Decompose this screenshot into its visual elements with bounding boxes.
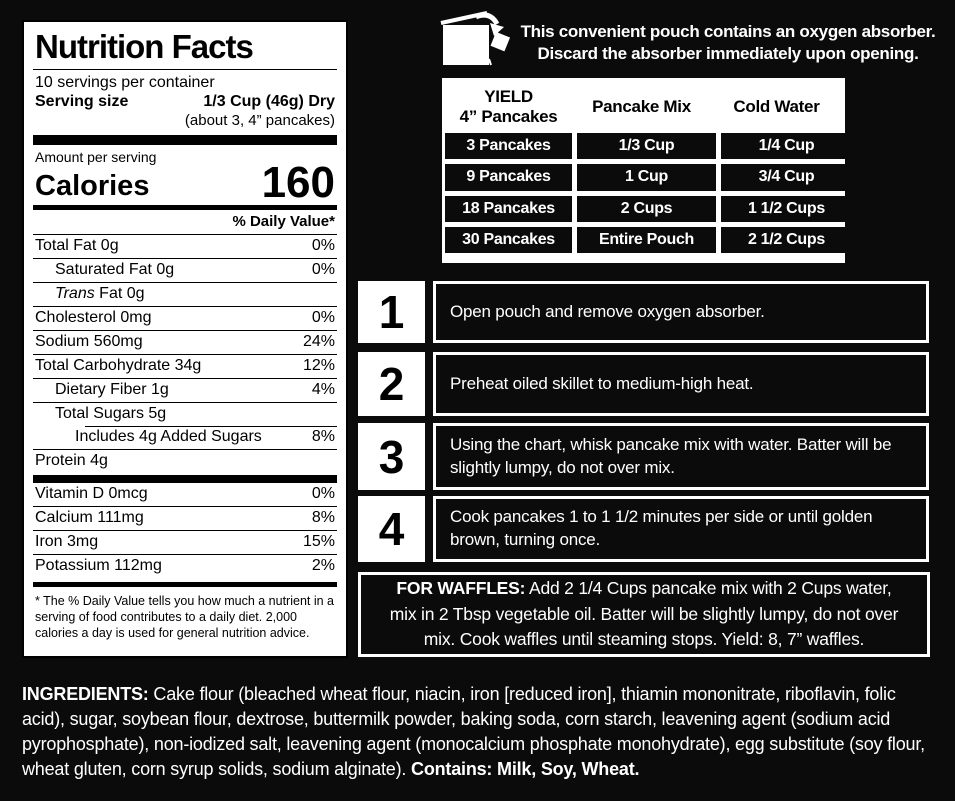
oxygen-absorber-pouch-icon — [440, 9, 514, 69]
table-row: 9 Pancakes 1 Cup 3/4 Cup — [445, 164, 852, 191]
nutrient-row-total-carbohydrate: Total Carbohydrate 34g 12% — [33, 354, 337, 378]
table-row: 3 Pancakes 1/3 Cup 1/4 Cup — [445, 133, 852, 160]
vitamin-row-vitamin-d: Vitamin D 0mcg 0% — [35, 485, 335, 503]
instruction-step-2: 2 Preheat oiled skillet to medium-high h… — [358, 352, 929, 416]
calories-label: Calories — [35, 170, 150, 203]
divider-medium — [33, 205, 337, 211]
step-text: Preheat oiled skillet to medium-high hea… — [433, 352, 929, 416]
step-text: Using the chart, whisk pancake mix with … — [433, 423, 929, 490]
yield-table-body: 3 Pancakes 1/3 Cup 1/4 Cup 9 Pancakes 1 … — [445, 133, 852, 253]
table-row: 30 Pancakes Entire Pouch 2 1/2 Cups — [445, 226, 852, 253]
waffles-text: Add 2 1/4 Cups pancake mix with 2 Cups w… — [389, 578, 899, 650]
instruction-step-4: 4 Cook pancakes 1 to 1 1/2 minutes per s… — [358, 496, 929, 562]
nutrient-row-saturated-fat: Saturated Fat 0g 0% — [33, 258, 337, 282]
step-number: 4 — [358, 496, 425, 562]
nutrient-row-cholesterol: Cholesterol 0mg 0% — [33, 306, 337, 330]
header-pancake-mix: Pancake Mix — [592, 97, 691, 116]
notice-line-2: Discard the absorber immediately upon op… — [537, 44, 919, 63]
daily-value-footnote: * The % Daily Value tells you how much a… — [35, 594, 334, 641]
vitamin-row-calcium: Calcium 111mg 8% — [33, 506, 337, 530]
nutrient-row-trans-fat: Trans Fat 0g — [33, 282, 337, 306]
daily-value-header: % Daily Value* — [232, 213, 335, 231]
yield-table: YIELD 4” Pancakes Pancake Mix Cold Water… — [442, 78, 852, 263]
yield-table-header: YIELD 4” Pancakes Pancake Mix Cold Water — [445, 81, 842, 133]
step-number: 2 — [358, 352, 425, 416]
servings-per-container: 10 servings per container — [35, 74, 215, 91]
instruction-step-1: 1 Open pouch and remove oxygen absorber. — [358, 281, 929, 343]
waffles-label: FOR WAFFLES: — [396, 578, 526, 599]
ingredients-statement: INGREDIENTS: Cake flour (bleached wheat … — [22, 682, 943, 782]
header-cold-water: Cold Water — [733, 97, 820, 116]
nutrient-row-protein: Protein 4g — [33, 449, 337, 473]
header-yield: YIELD 4” Pancakes — [459, 87, 558, 126]
contains-statement: Contains: Milk, Soy, Wheat. — [411, 759, 640, 779]
nutrient-row-dietary-fiber: Dietary Fiber 1g 4% — [33, 378, 337, 402]
step-number: 3 — [358, 423, 425, 490]
nutrition-facts-title: Nutrition Facts — [35, 28, 254, 65]
serving-size-note: (about 3, 4” pancakes) — [184, 112, 335, 129]
nutrition-facts-panel: Nutrition Facts 10 servings per containe… — [22, 20, 348, 658]
instruction-step-3: 3 Using the chart, whisk pancake mix wit… — [358, 423, 929, 490]
notice-line-1: This convenient pouch contains an oxygen… — [520, 22, 936, 41]
calories-value: 160 — [261, 158, 335, 207]
divider-thick — [33, 135, 337, 145]
nutrient-row-total-fat: Total Fat 0g 0% — [33, 234, 337, 258]
step-number: 1 — [358, 281, 425, 343]
table-row: 18 Pancakes 2 Cups 1 1/2 Cups — [445, 195, 852, 222]
ingredients-text: Cake flour (bleached wheat flour, niacin… — [22, 684, 925, 779]
serving-size-value: 1/3 Cup (46g) Dry — [203, 93, 335, 110]
divider — [33, 69, 337, 70]
divider-medium — [33, 582, 337, 588]
vitamin-row-iron: Iron 3mg 15% — [33, 530, 337, 554]
oxygen-absorber-notice: This convenient pouch contains an oxygen… — [514, 21, 942, 65]
serving-size-label: Serving size — [35, 93, 129, 110]
step-text: Cook pancakes 1 to 1 1/2 minutes per sid… — [433, 496, 929, 562]
step-text: Open pouch and remove oxygen absorber. — [433, 281, 929, 343]
ingredients-label: INGREDIENTS: — [22, 684, 149, 704]
waffle-instructions-box: FOR WAFFLES: Add 2 1/4 Cups pancake mix … — [358, 572, 930, 657]
nutrient-row-sodium: Sodium 560mg 24% — [33, 330, 337, 354]
nutrient-row-added-sugars: Includes 4g Added Sugars 8% — [33, 426, 337, 449]
vitamin-row-potassium: Potassium 112mg 2% — [33, 554, 337, 578]
divider-thick — [33, 475, 337, 484]
nutrient-row-total-sugars: Total Sugars 5g — [33, 402, 337, 426]
amount-per-serving-label: Amount per serving — [35, 149, 157, 165]
